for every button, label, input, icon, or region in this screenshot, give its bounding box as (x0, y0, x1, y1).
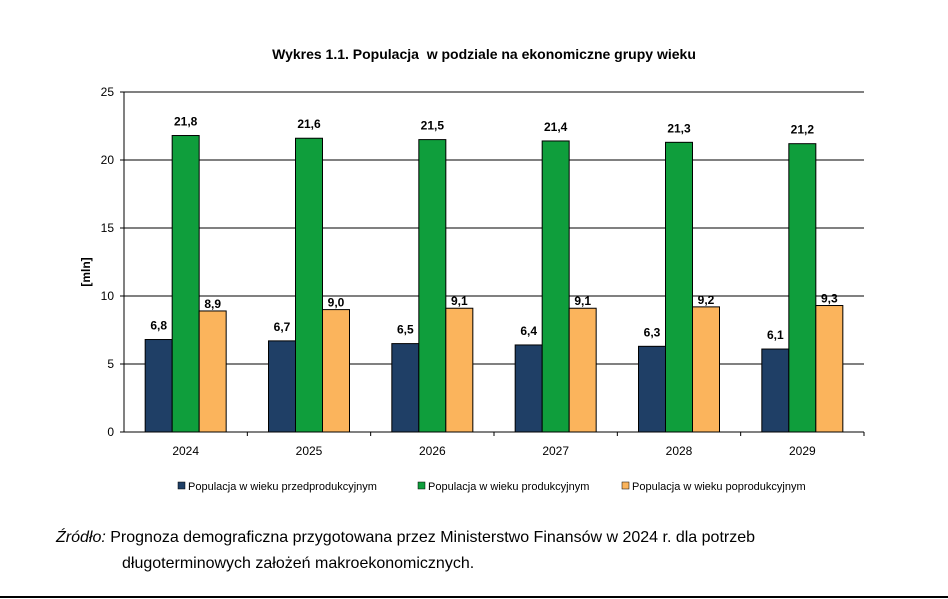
source-line-1: Prognoza demograficzna przygotowana prze… (105, 529, 756, 546)
bar (295, 137, 323, 433)
data-label: 6,8 (150, 319, 167, 333)
x-tick-label: 2025 (296, 444, 323, 458)
data-label: 21,5 (421, 119, 445, 133)
bar (788, 143, 817, 433)
bar (815, 305, 844, 433)
bar (322, 309, 350, 433)
y-axis-label: [mln] (79, 257, 93, 286)
y-tick-label: 25 (101, 85, 115, 99)
bar (391, 343, 420, 433)
data-label: 21,2 (791, 123, 815, 137)
data-label: 6,7 (274, 320, 291, 334)
legend-label: Populacja w wieku produkcyjnym (428, 481, 589, 493)
source-label: Źródło: (56, 529, 106, 546)
bar (541, 140, 570, 433)
bar (144, 339, 173, 433)
legend-swatch (417, 481, 426, 490)
bar (268, 340, 296, 433)
data-label: 21,3 (667, 121, 691, 135)
x-tick-label: 2026 (419, 444, 446, 458)
data-label: 9,3 (821, 292, 838, 306)
chart-title: Wykres 1.1. Populacja w podziale na ekon… (272, 46, 696, 62)
bar (761, 348, 790, 433)
data-label: 6,5 (397, 323, 414, 337)
source-line-2: długoterminowych założeń makroekonomiczn… (122, 555, 475, 572)
bottom-divider (0, 596, 948, 598)
y-tick-label: 0 (107, 425, 114, 439)
bar (445, 307, 474, 433)
y-tick-label: 10 (101, 289, 115, 303)
x-tick-label: 2028 (666, 444, 693, 458)
y-tick-label: 20 (101, 153, 115, 167)
bar (638, 345, 666, 433)
legend-swatch (177, 481, 186, 490)
x-tick-label: 2027 (542, 444, 569, 458)
data-label: 6,3 (644, 325, 661, 339)
x-tick-label: 2024 (172, 444, 199, 458)
data-label: 21,6 (297, 117, 321, 131)
legend-label: Populacja w wieku przedprodukcyjnym (188, 481, 377, 493)
x-tick-label: 2029 (789, 444, 816, 458)
data-label: 21,8 (174, 115, 198, 129)
data-label: 6,4 (520, 324, 537, 338)
data-label: 21,4 (544, 120, 568, 134)
bar (665, 141, 693, 433)
data-label: 9,1 (451, 294, 468, 308)
chart: Wykres 1.1. Populacja w podziale na ekon… (79, 46, 865, 493)
data-label: 8,9 (204, 297, 221, 311)
bar (692, 306, 720, 433)
legend-swatch (621, 481, 630, 490)
data-label: 9,0 (328, 296, 345, 310)
y-tick-label: 15 (101, 221, 115, 235)
bar (198, 310, 227, 433)
bar (171, 135, 200, 433)
legend-label: Populacja w wieku poprodukcyjnym (632, 481, 806, 493)
bar (418, 139, 447, 433)
bar (568, 307, 597, 433)
y-tick-label: 5 (107, 357, 114, 371)
data-label: 9,1 (574, 294, 591, 308)
bar (514, 344, 543, 433)
data-label: 9,2 (698, 293, 715, 307)
data-label: 6,1 (767, 328, 784, 342)
source-note: Źródło: Prognoza demograficzna przygotow… (56, 525, 916, 577)
